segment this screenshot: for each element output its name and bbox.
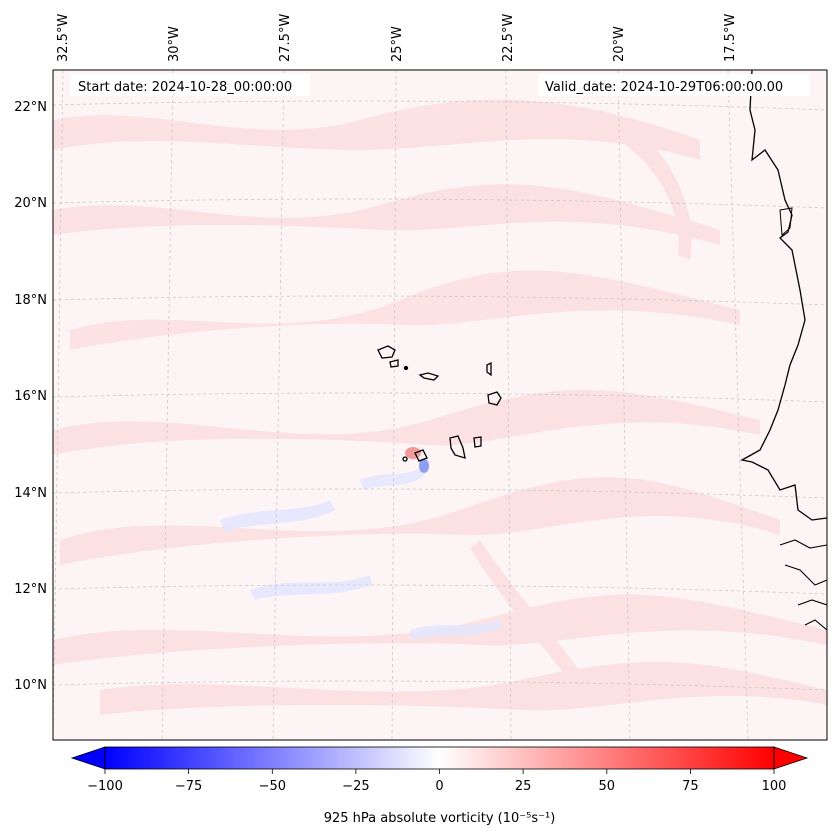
- lat-label-14n: 14°N: [14, 486, 47, 501]
- colorbar: −100 −75 −50 −25 0 25 50 75 100 925 hPa …: [70, 746, 809, 826]
- start-date-box: [70, 74, 310, 96]
- lat-label-12n: 12°N: [14, 582, 47, 597]
- cb-tick-25: 25: [515, 779, 532, 794]
- lat-label-16n: 16°N: [14, 389, 47, 404]
- start-date-label: Start date: 2024-10-28_00:00:00: [78, 80, 292, 95]
- latitude-labels: 22°N 20°N 18°N 16°N 14°N 12°N 10°N: [14, 100, 47, 693]
- cb-tick-neg100: −100: [87, 779, 123, 794]
- map-frame: [52, 69, 828, 741]
- map-panel: Start date: 2024-10-28_00:00:00 Valid_da…: [53, 70, 827, 740]
- cape-verde-islands: [377, 345, 502, 462]
- lat-label-10n: 10°N: [14, 678, 47, 693]
- lat-label-20n: 20°N: [14, 196, 47, 211]
- cb-tick-neg75: −75: [175, 779, 202, 794]
- africa-coastline: [740, 70, 827, 521]
- cb-tick-0: 0: [435, 779, 443, 794]
- valid-date-label: Valid_date: 2024-10-29T06:00:00.00: [545, 80, 783, 95]
- colorbar-extend-max: [773, 746, 809, 770]
- island-santiago: [449, 435, 466, 459]
- island-sal: [486, 361, 492, 377]
- lon-label-27-5w: 27.5°W: [278, 14, 293, 62]
- colorbar-gradient: [105, 747, 774, 769]
- lon-label-17-5w: 17.5°W: [723, 14, 738, 62]
- header: Start date: 2024-10-28_00:00:00 Valid_da…: [70, 74, 810, 96]
- lon-label-30w: 30°W: [167, 26, 182, 62]
- senegal-coast-detail: [779, 207, 793, 237]
- coastline-estuaries: [779, 539, 827, 631]
- valid-date-box: [538, 74, 810, 96]
- cb-tick-neg50: −50: [259, 779, 286, 794]
- lat-label-22n: 22°N: [14, 100, 47, 115]
- lon-label-32-5w: 32.5°W: [56, 14, 71, 62]
- colorbar-extend-min: [70, 746, 106, 770]
- colorbar-tick-marks: [104, 769, 775, 774]
- colorbar-tick-labels: −100 −75 −50 −25 0 25 50 75 100: [87, 779, 786, 794]
- island-santa-luzia: [403, 365, 409, 371]
- longitude-labels: 32.5°W 30°W 27.5°W 25°W 22.5°W 20°W 17.5…: [56, 14, 738, 62]
- gridlines: [53, 70, 827, 740]
- cb-tick-50: 50: [599, 779, 616, 794]
- lat-label-18n: 18°N: [14, 293, 47, 308]
- negative-vorticity-field: [220, 468, 502, 640]
- lon-label-25w: 25°W: [390, 26, 405, 62]
- island-sao-vicente: [389, 359, 399, 368]
- island-boa-vista: [487, 391, 502, 406]
- cb-tick-75: 75: [682, 779, 699, 794]
- island-maio: [473, 436, 482, 448]
- island-fogo: [414, 449, 428, 462]
- island-brava: [402, 456, 408, 462]
- cb-tick-100: 100: [762, 779, 787, 794]
- cb-tick-neg25: −25: [342, 779, 369, 794]
- lon-label-20w: 20°W: [612, 26, 627, 62]
- colorbar-label: 925 hPa absolute vorticity (10⁻⁵s⁻¹): [324, 811, 556, 826]
- lon-label-22-5w: 22.5°W: [501, 14, 516, 62]
- island-sao-nicolau: [418, 372, 440, 381]
- island-santo-antao: [377, 345, 396, 359]
